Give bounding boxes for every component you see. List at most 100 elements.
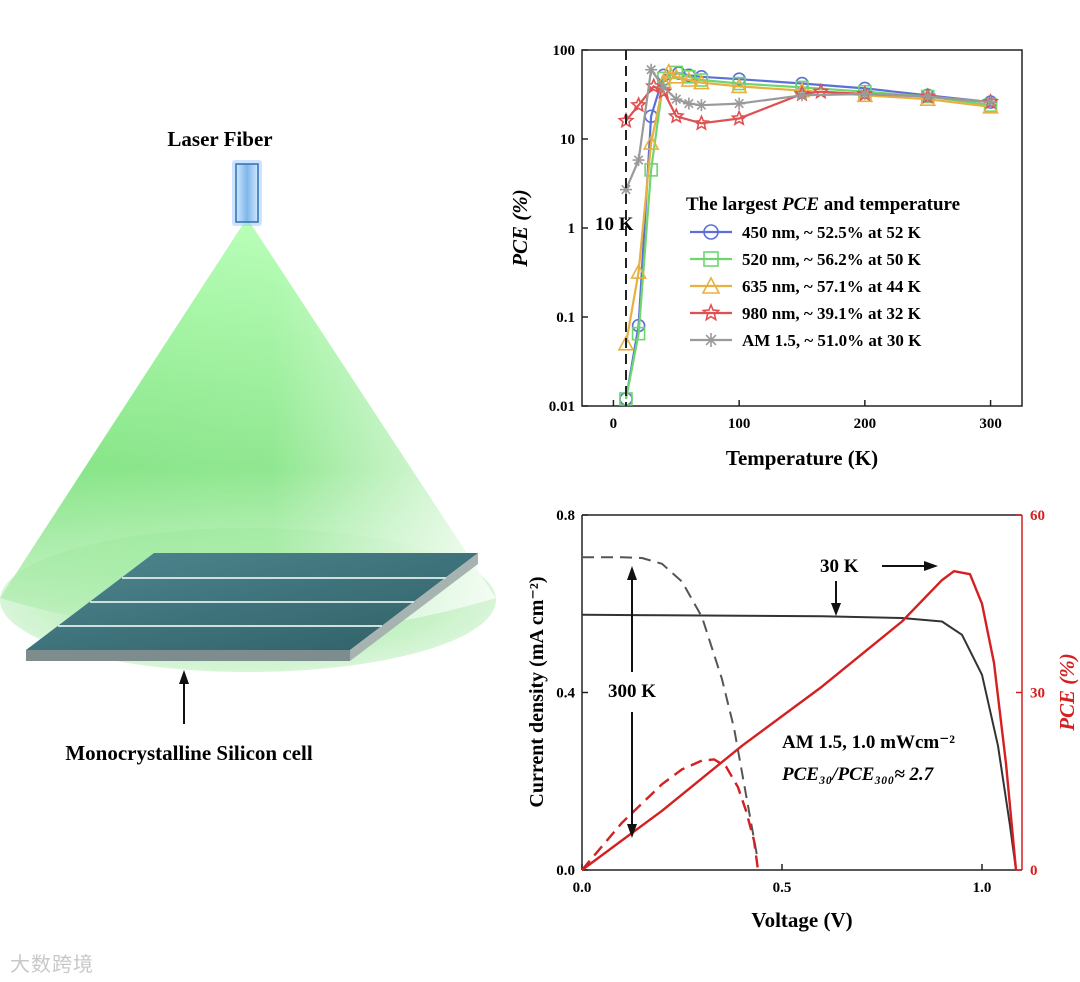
top-data-point — [730, 77, 748, 94]
top-data-point — [667, 68, 685, 84]
annotation-line1: AM 1.5, 1.0 mWcm⁻² — [782, 732, 955, 753]
top-ytick-label: 1 — [568, 221, 576, 237]
legend-marker — [704, 333, 718, 347]
top-y-axis-label: PCE (%) — [508, 189, 532, 268]
top-data-point — [694, 73, 709, 87]
top-series-4 — [620, 63, 997, 196]
top-data-point — [655, 73, 673, 89]
top-data-point — [695, 99, 708, 112]
top-series-1 — [619, 65, 998, 406]
bottom-series-1 — [582, 556, 759, 862]
top-data-point — [682, 68, 696, 83]
top-data-point — [856, 84, 874, 102]
top-data-point — [631, 326, 646, 341]
cell-label: Monocrystalline Silicon cell — [65, 741, 312, 765]
top-series-line — [624, 71, 991, 400]
top-data-point — [645, 77, 663, 94]
top-data-point — [620, 183, 632, 196]
top-ytick-label: 0.1 — [556, 310, 575, 326]
top-data-point — [982, 98, 999, 114]
bottom-ytick-label: 0.4 — [556, 686, 575, 702]
top-data-point — [617, 335, 635, 351]
bottom-series-3 — [581, 758, 760, 871]
top-data-point — [619, 392, 633, 406]
top-xtick-label: 300 — [979, 416, 1002, 432]
legend-title: The largest PCE and temperature — [686, 194, 960, 215]
top-series-line — [624, 66, 991, 191]
top-data-point — [660, 63, 678, 79]
top-data-point — [856, 86, 874, 103]
bottom-series-0 — [581, 613, 1017, 871]
legend-entry-3: 980 nm, ~ 39.1% at 32 K — [742, 304, 922, 323]
top-data-point — [642, 134, 660, 150]
legend-entry-1: 520 nm, ~ 56.2% at 50 K — [742, 250, 922, 269]
top-ytick-label: 0.01 — [549, 399, 575, 415]
illustration: Laser Fiber Monocrystalline Silicon cell — [0, 127, 496, 765]
top-data-point — [793, 84, 811, 102]
top-data-point — [919, 87, 937, 104]
annotation-10k: 10 K — [595, 214, 634, 235]
top-data-point — [644, 109, 658, 124]
top-data-point — [920, 89, 935, 104]
top-data-point — [631, 318, 646, 333]
top-data-point — [921, 90, 934, 103]
legend-marker — [703, 224, 719, 240]
top-plot-frame — [581, 49, 1023, 407]
annotation-line2: PCE₃₀/PCE₃₀₀≈ 2.7 — [781, 764, 935, 785]
top-data-point — [617, 111, 635, 129]
top-xtick-label: 0 — [610, 416, 618, 432]
silicon-cell — [26, 553, 478, 661]
top-data-point — [629, 96, 648, 113]
laser-fiber-label: Laser Fiber — [167, 127, 272, 151]
top-data-point — [670, 93, 683, 106]
top-data-point — [795, 80, 809, 95]
bottom-ytick-label: 0.0 — [556, 863, 575, 879]
top-ytick-label: 10 — [560, 132, 575, 148]
top-data-point — [655, 82, 673, 100]
top-data-point — [657, 81, 670, 94]
bottom-y-axis-label: Current density (mA cm⁻²) — [526, 576, 548, 807]
top-data-point — [694, 69, 709, 84]
top-data-point — [983, 95, 998, 109]
bottom-series-2 — [581, 570, 1018, 871]
watermark: 大数跨境 — [10, 952, 94, 976]
top-data-point — [795, 76, 809, 91]
top-data-point — [669, 65, 684, 80]
top-data-point — [920, 88, 935, 103]
top-series-2 — [617, 63, 999, 351]
top-x-axis-label: Temperature (K) — [726, 446, 878, 470]
legend: The largest PCE and temperature 450 nm, … — [686, 194, 960, 350]
top-data-point — [667, 107, 685, 124]
legend-marker — [703, 251, 719, 267]
top-data-point — [793, 81, 811, 98]
top-data-point — [983, 98, 998, 112]
label-300k: 300 K — [608, 681, 656, 702]
legend-entry-2: 635 nm, ~ 57.1% at 44 K — [742, 277, 922, 296]
top-data-point — [693, 73, 710, 90]
top-xtick-label: 100 — [728, 416, 751, 432]
top-data-point — [812, 82, 830, 100]
top-data-point — [682, 97, 695, 110]
top-data-point — [656, 71, 671, 86]
bottom-y2-axis-label: PCE (%) — [1055, 653, 1079, 732]
top-data-point — [984, 96, 997, 109]
top-data-point — [796, 89, 808, 102]
top-data-point — [619, 392, 633, 406]
top-series-line — [625, 85, 991, 125]
top-series-0 — [619, 66, 998, 406]
top-series-3 — [617, 77, 1000, 131]
top-data-point — [671, 66, 686, 80]
legend-entry-4: AM 1.5, ~ 51.0% at 30 K — [742, 331, 922, 350]
top-data-point — [919, 90, 937, 107]
top-data-point — [645, 63, 658, 76]
top-data-point — [733, 97, 746, 110]
bottom-y2tick-label: 0 — [1030, 863, 1038, 879]
top-data-point — [692, 114, 711, 131]
laser-fiber-icon — [232, 160, 262, 226]
bottom-xtick-label: 0.5 — [773, 880, 792, 896]
bottom-y2tick-label: 60 — [1030, 508, 1045, 524]
top-data-point — [680, 71, 698, 87]
label-30k: 30 K — [820, 556, 859, 577]
top-data-point — [644, 163, 658, 177]
top-data-point — [730, 109, 748, 126]
